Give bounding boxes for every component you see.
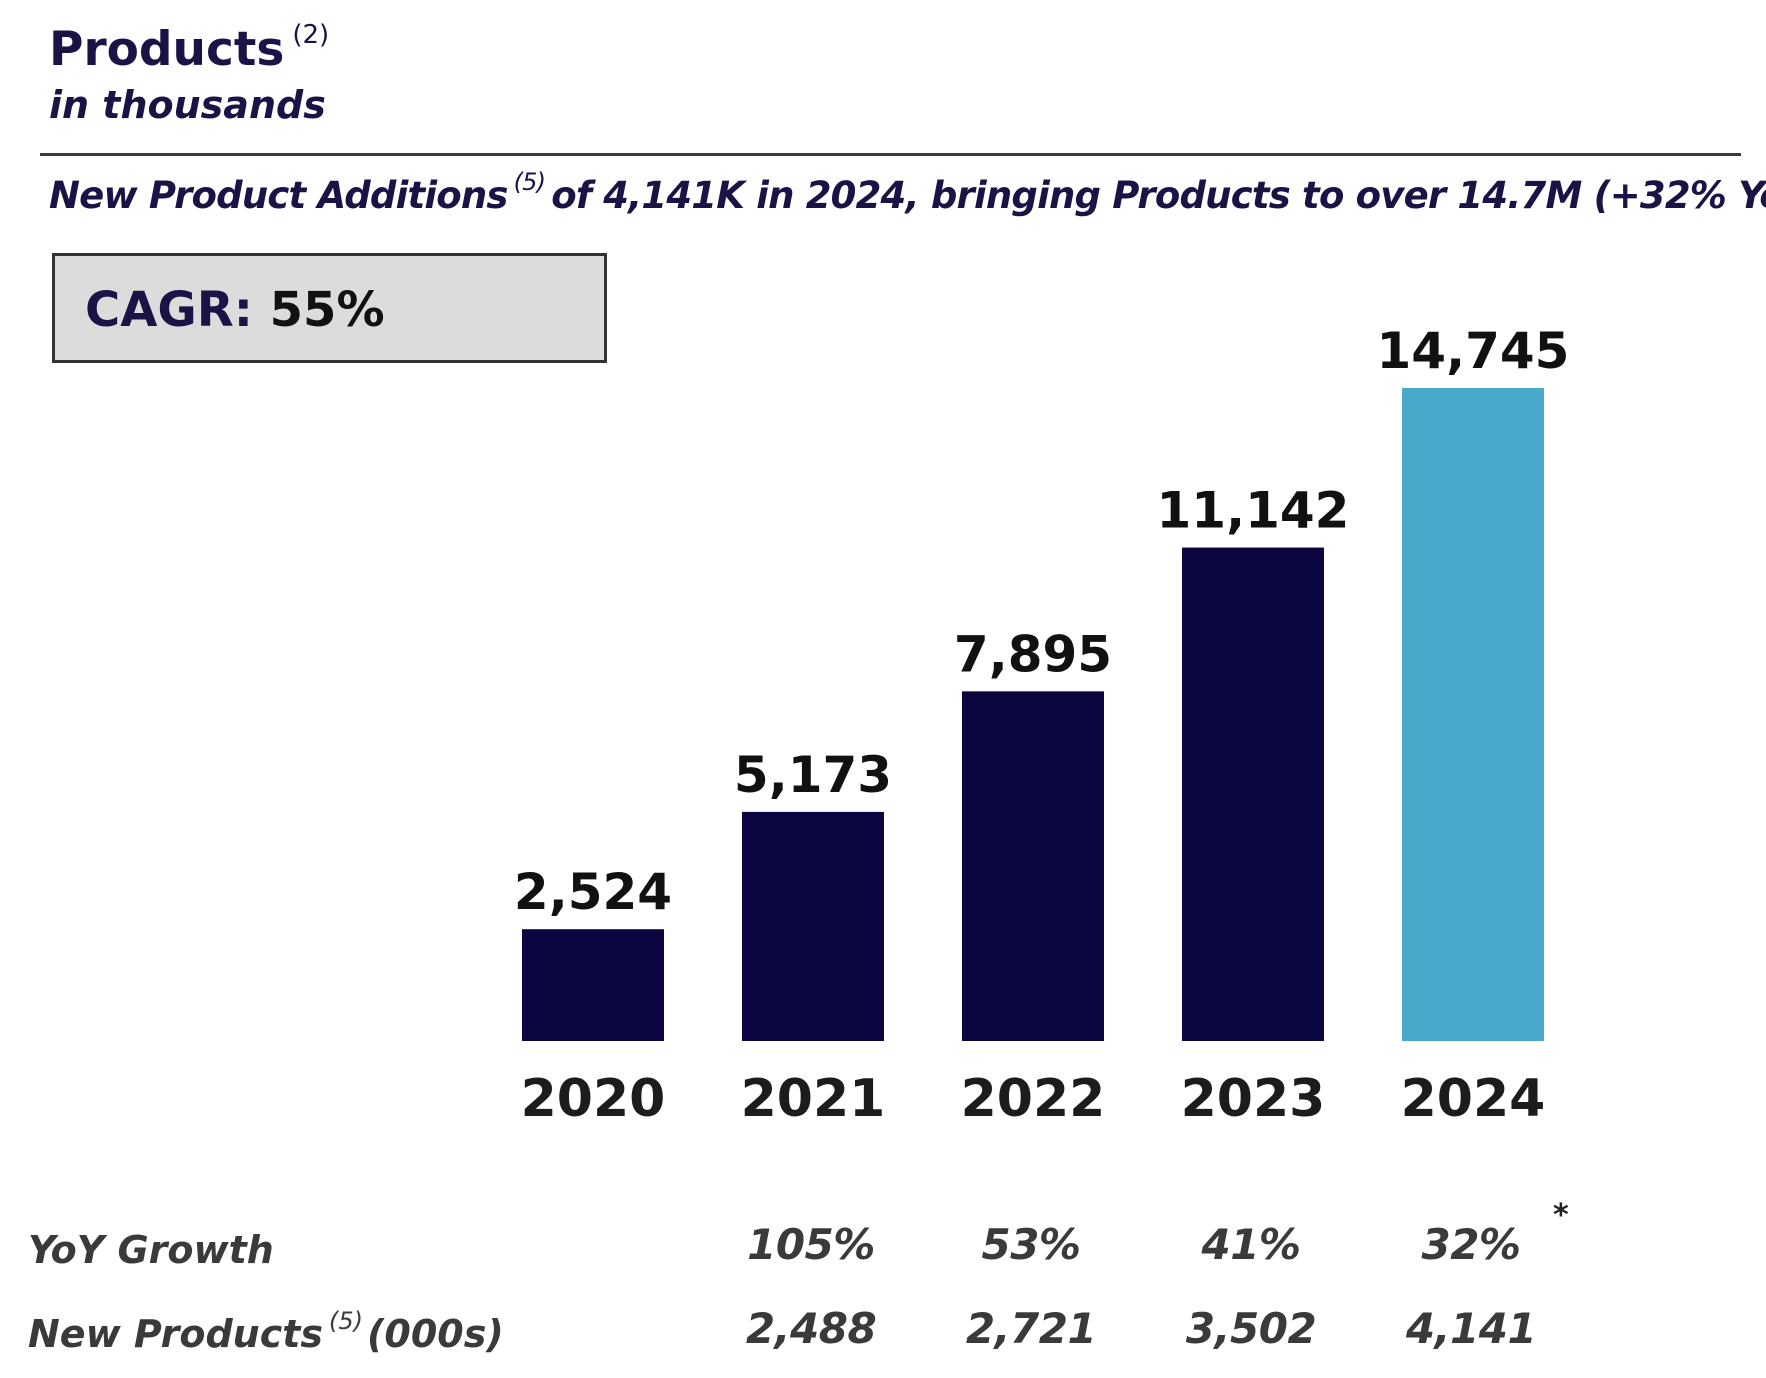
new-products-label: New Products (5) (000s) xyxy=(28,1307,504,1356)
x-tick-2020: 2020 xyxy=(521,1069,666,1129)
data-label-2023: 11,142 xyxy=(1157,482,1350,540)
title-footnote: (2) xyxy=(292,20,330,50)
yoy-value-2021: 105% xyxy=(747,1220,875,1269)
new-products-label-text: New Products xyxy=(28,1312,324,1356)
new-products-value-2022: 2,721 xyxy=(965,1304,1097,1353)
new-products-value-2023: 3,502 xyxy=(1185,1304,1317,1353)
x-tick-2022: 2022 xyxy=(961,1069,1106,1129)
new-products-value-2024: 4,141 xyxy=(1405,1304,1537,1353)
x-tick-2021: 2021 xyxy=(741,1069,886,1129)
bar-2024 xyxy=(1402,388,1544,1041)
bar-2020 xyxy=(522,929,664,1041)
bar-2023 xyxy=(1182,547,1324,1041)
yoy-growth-label: YoY Growth xyxy=(28,1228,274,1272)
bar-2021 xyxy=(742,811,884,1041)
data-label-2020: 2,524 xyxy=(514,863,672,921)
headline-part2: of 4,141K in 2024, bringing Products to … xyxy=(551,174,1766,217)
products-bar-chart: 2,524 2020 5,173 2021 7,895 2022 11,142 2023 14,… xyxy=(514,322,1570,1129)
headline-footnote: (5) xyxy=(513,168,546,196)
data-label-2021: 5,173 xyxy=(734,746,892,804)
headline: New Product Additions (5) of 4,141K in 202… xyxy=(49,169,1766,217)
yoy-note-asterisk: * xyxy=(1553,1198,1569,1233)
yoy-value-2024: 32% xyxy=(1421,1220,1521,1269)
cagr-text: CAGR: 55% xyxy=(85,282,385,338)
page-subtitle: in thousands xyxy=(49,83,326,127)
x-tick-2023: 2023 xyxy=(1181,1069,1326,1129)
data-label-2024: 14,745 xyxy=(1377,322,1570,380)
yoy-value-2023: 41% xyxy=(1201,1220,1301,1269)
bar-2022 xyxy=(962,691,1104,1041)
x-tick-2024: 2024 xyxy=(1401,1069,1546,1129)
cagr-box: CAGR: 55% xyxy=(52,253,607,363)
headline-part1: New Product Additions xyxy=(49,174,508,217)
cagr-value: 55% xyxy=(269,282,385,338)
yoy-value-2022: 53% xyxy=(981,1220,1081,1269)
new-products-footnote: (5) xyxy=(329,1307,364,1335)
new-products-value-2021: 2,488 xyxy=(745,1304,877,1353)
page-title: Products (2) xyxy=(49,22,329,73)
cagr-label: CAGR: xyxy=(85,282,253,338)
header-divider xyxy=(40,153,1741,156)
title-text: Products xyxy=(49,22,285,77)
data-label-2022: 7,895 xyxy=(954,625,1112,683)
new-products-unit: (000s) xyxy=(367,1312,504,1356)
